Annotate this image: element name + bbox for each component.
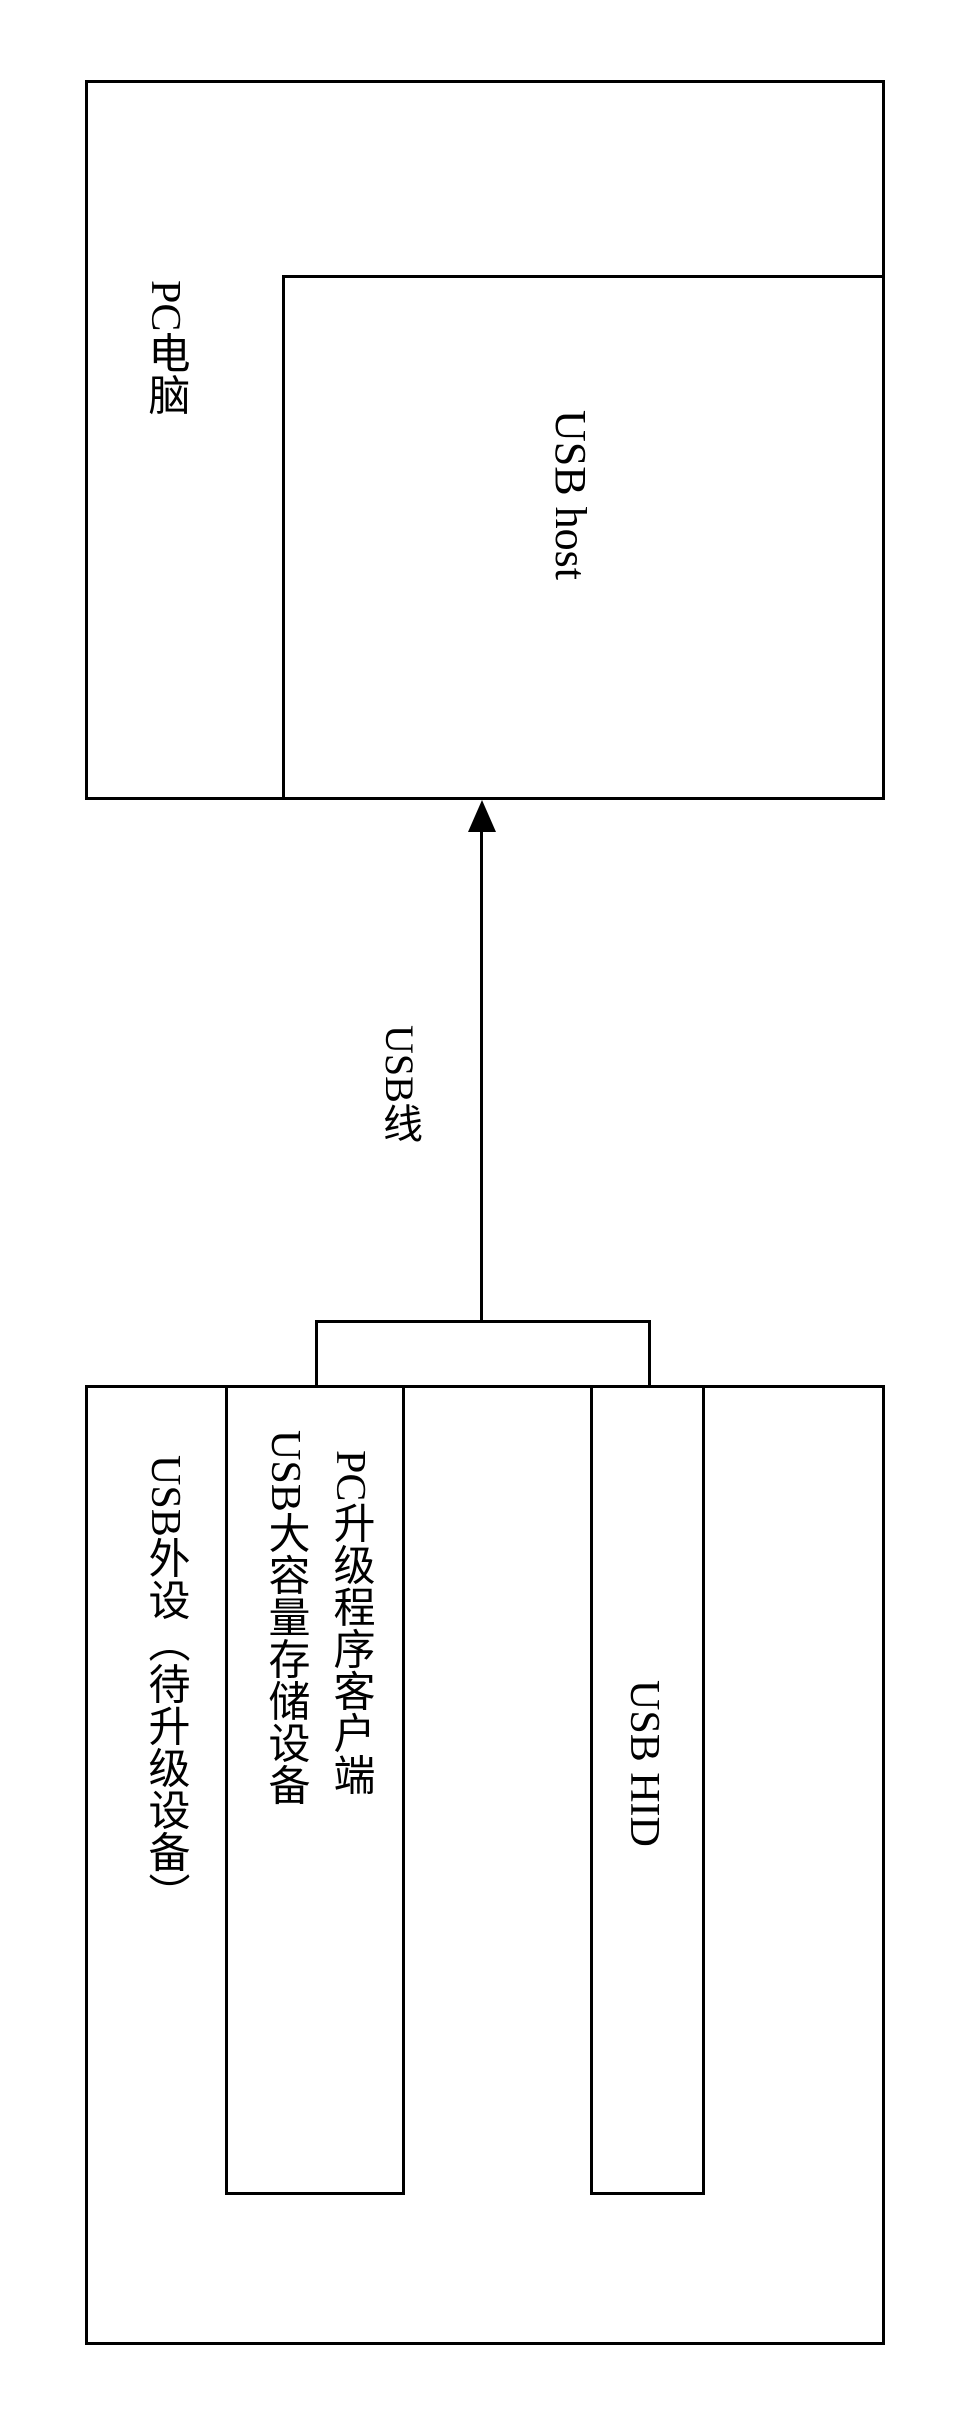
stub-right (648, 1320, 651, 1385)
usb-cable-label: USB线 (370, 1025, 428, 1143)
usb-device-label: USB外设（待升级设备） (135, 1455, 196, 1915)
trunk (480, 830, 483, 1323)
stub-left (315, 1320, 318, 1385)
mass-storage-line1: USB大容量存储设备 (255, 1430, 316, 1806)
hid-label: USB HID (620, 1680, 668, 1847)
usb-host-label: USB host (545, 410, 596, 580)
pc-label: PC电脑 (135, 280, 196, 415)
arrow-up-icon (468, 800, 496, 832)
mass-storage-line2: PC升级程序客户端 (320, 1450, 381, 1795)
usb-device-box (85, 1385, 885, 2345)
bridge (315, 1320, 651, 1323)
